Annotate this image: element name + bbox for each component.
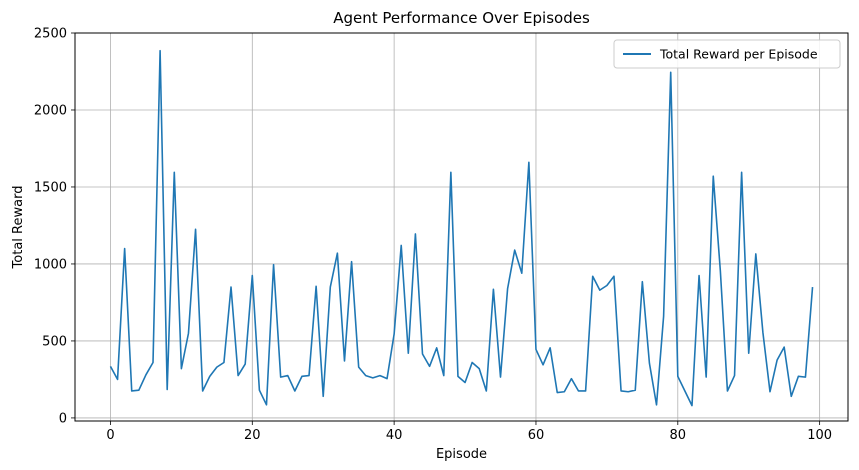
x-tick-label: 80 xyxy=(670,428,687,443)
x-axis-label: Episode xyxy=(436,447,487,462)
y-tick-label: 500 xyxy=(42,334,67,349)
x-tick-label: 20 xyxy=(244,428,261,443)
y-tick-label: 1500 xyxy=(34,180,67,195)
chart-title: Agent Performance Over Episodes xyxy=(333,9,590,27)
x-tick-label: 60 xyxy=(528,428,545,443)
series-line xyxy=(109,49,814,407)
x-tick-label: 100 xyxy=(807,428,832,443)
x-tick-label: 0 xyxy=(106,428,114,443)
legend-box xyxy=(613,39,841,69)
y-axis-label: Total Reward xyxy=(11,186,26,270)
y-tick-label: 2500 xyxy=(34,27,67,42)
y-tick-label: 2000 xyxy=(34,103,67,118)
legend-entry: Total Reward per Episode xyxy=(659,47,818,62)
legend: Total Reward per Episode xyxy=(613,39,841,69)
y-tick-label: 0 xyxy=(59,411,67,426)
plot-frame xyxy=(74,32,849,422)
series-layer xyxy=(109,49,814,407)
y-tick-label: 1000 xyxy=(34,257,67,272)
x-tick-label: 40 xyxy=(386,428,403,443)
